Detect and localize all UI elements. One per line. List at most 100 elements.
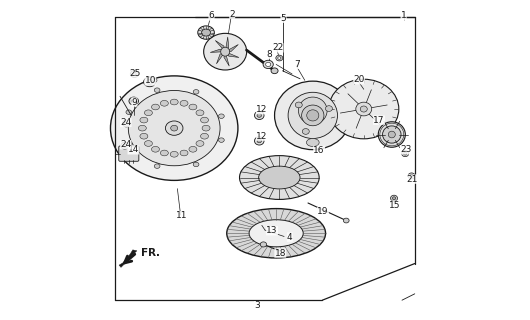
Text: 9: 9: [131, 98, 137, 107]
Ellipse shape: [302, 105, 324, 126]
Ellipse shape: [218, 114, 224, 118]
Ellipse shape: [189, 104, 197, 110]
Ellipse shape: [391, 195, 398, 201]
Ellipse shape: [240, 156, 319, 199]
Text: 2: 2: [229, 10, 235, 19]
Ellipse shape: [152, 147, 160, 152]
Ellipse shape: [329, 79, 399, 139]
Ellipse shape: [193, 90, 199, 94]
Polygon shape: [224, 52, 229, 66]
Ellipse shape: [325, 106, 332, 111]
Ellipse shape: [356, 102, 372, 116]
Ellipse shape: [302, 129, 310, 134]
Text: 15: 15: [389, 201, 401, 210]
Text: 4: 4: [287, 233, 293, 242]
Ellipse shape: [278, 57, 281, 59]
Ellipse shape: [196, 110, 204, 116]
Ellipse shape: [140, 117, 148, 123]
Ellipse shape: [126, 110, 131, 114]
Polygon shape: [225, 44, 238, 52]
Ellipse shape: [254, 137, 264, 145]
Text: 24: 24: [120, 140, 131, 149]
Ellipse shape: [288, 92, 338, 139]
Ellipse shape: [402, 151, 409, 157]
Ellipse shape: [161, 150, 169, 156]
Ellipse shape: [257, 139, 261, 143]
Text: 18: 18: [275, 249, 286, 258]
Ellipse shape: [408, 173, 415, 179]
Ellipse shape: [306, 139, 319, 147]
Ellipse shape: [121, 142, 129, 149]
Ellipse shape: [125, 122, 128, 125]
Polygon shape: [225, 52, 239, 58]
Ellipse shape: [298, 97, 327, 124]
Ellipse shape: [154, 164, 160, 168]
Ellipse shape: [295, 102, 302, 108]
Ellipse shape: [171, 125, 178, 131]
Text: 14: 14: [128, 145, 139, 154]
Polygon shape: [210, 49, 225, 52]
Ellipse shape: [204, 33, 246, 70]
Ellipse shape: [249, 220, 303, 247]
Polygon shape: [215, 40, 225, 52]
Ellipse shape: [126, 142, 131, 146]
Ellipse shape: [170, 151, 178, 157]
Text: 11: 11: [175, 211, 187, 220]
Ellipse shape: [152, 104, 160, 110]
Text: 5: 5: [280, 14, 286, 23]
Ellipse shape: [263, 60, 273, 68]
Ellipse shape: [128, 91, 220, 166]
Ellipse shape: [196, 140, 204, 146]
Text: 12: 12: [256, 105, 268, 114]
Ellipse shape: [307, 110, 319, 121]
Ellipse shape: [180, 100, 188, 106]
Ellipse shape: [360, 106, 367, 112]
Ellipse shape: [180, 150, 188, 156]
Ellipse shape: [154, 88, 160, 92]
Ellipse shape: [254, 111, 264, 120]
Ellipse shape: [145, 140, 153, 146]
Text: 10: 10: [145, 76, 156, 85]
Ellipse shape: [276, 55, 283, 61]
Text: 24: 24: [120, 118, 131, 127]
Text: 25: 25: [130, 69, 141, 78]
Ellipse shape: [132, 72, 136, 76]
Ellipse shape: [200, 133, 208, 139]
Ellipse shape: [392, 197, 395, 200]
Ellipse shape: [131, 99, 136, 103]
Text: 19: 19: [317, 207, 329, 216]
Ellipse shape: [275, 81, 351, 150]
Ellipse shape: [189, 147, 197, 152]
Ellipse shape: [198, 26, 214, 39]
Text: 20: 20: [354, 75, 365, 84]
Text: 7: 7: [294, 60, 300, 69]
Text: 1: 1: [401, 12, 407, 20]
Ellipse shape: [202, 125, 210, 131]
Ellipse shape: [170, 99, 178, 105]
Ellipse shape: [140, 133, 148, 139]
Text: 8: 8: [266, 50, 272, 59]
Ellipse shape: [122, 120, 130, 127]
Ellipse shape: [378, 122, 405, 147]
Ellipse shape: [144, 77, 156, 87]
Ellipse shape: [343, 218, 349, 223]
Ellipse shape: [200, 117, 208, 123]
Text: 21: 21: [407, 175, 418, 184]
Ellipse shape: [383, 126, 401, 143]
Ellipse shape: [193, 162, 199, 167]
Polygon shape: [216, 52, 225, 64]
Ellipse shape: [123, 144, 127, 147]
Ellipse shape: [257, 114, 261, 117]
Text: 22: 22: [272, 43, 284, 52]
Ellipse shape: [129, 97, 138, 105]
Text: 12: 12: [256, 132, 268, 140]
Ellipse shape: [161, 100, 169, 106]
Ellipse shape: [404, 152, 407, 155]
Text: 3: 3: [254, 301, 260, 310]
Polygon shape: [225, 37, 229, 52]
Text: 17: 17: [373, 116, 385, 125]
Text: 13: 13: [266, 226, 278, 235]
Ellipse shape: [165, 121, 183, 135]
Ellipse shape: [259, 166, 300, 189]
Ellipse shape: [220, 47, 229, 56]
